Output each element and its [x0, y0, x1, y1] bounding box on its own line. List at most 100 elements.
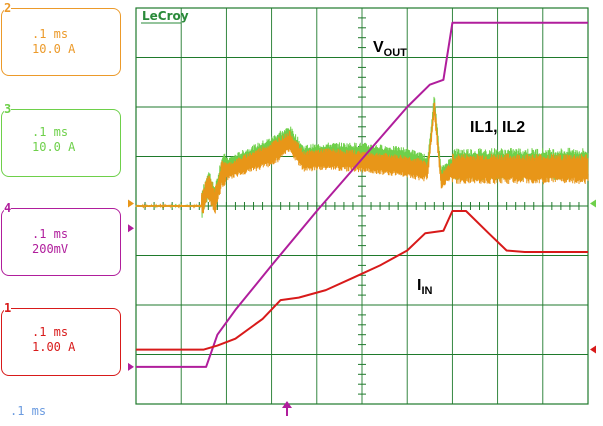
grid-dot	[253, 354, 255, 355]
channel-3-box[interactable]: 3 .1 ms 10.0 A	[1, 103, 121, 177]
grid-dot	[578, 57, 580, 58]
grid-dot	[253, 106, 255, 108]
grid-dot	[497, 106, 499, 108]
grid-dot	[352, 57, 354, 58]
grid-dot	[225, 57, 227, 58]
grid-dot	[343, 255, 345, 256]
channel-4-box[interactable]: 4 .1 ms 200mV	[1, 202, 121, 276]
grid-dot	[298, 57, 300, 58]
grid-dot	[343, 354, 345, 355]
grid-dot	[316, 57, 318, 58]
grid-dot	[370, 255, 372, 256]
grid-dot	[533, 255, 535, 256]
grid-dot	[262, 354, 264, 355]
grid-dot	[144, 156, 146, 157]
grid-dot	[497, 304, 499, 306]
grid-dot	[271, 354, 273, 355]
grid-dot	[198, 354, 200, 355]
grid-dot	[144, 106, 146, 108]
grid-dot	[171, 255, 173, 256]
grid-dot	[162, 106, 164, 108]
grid-dot	[587, 354, 589, 355]
grid-dot	[460, 106, 462, 108]
channel-1-box[interactable]: 1 .1 ms 1.00 A	[1, 302, 121, 376]
grid-dot	[189, 106, 191, 108]
grid-dot	[433, 255, 435, 256]
grid-dot	[162, 57, 164, 58]
grid-dot	[316, 255, 318, 256]
grid-dot	[180, 304, 182, 306]
grid-dot	[469, 255, 471, 256]
grid-dot	[207, 57, 209, 58]
grid-dot	[216, 156, 218, 157]
grid-dot	[189, 304, 191, 306]
grid-dot	[243, 57, 245, 58]
channel-2-ground-marker	[128, 199, 134, 208]
channel-3-scale: 10.0 A	[32, 140, 76, 154]
grid-dot	[433, 57, 435, 58]
grid-dot	[451, 57, 453, 58]
channel-4-ground-marker	[128, 362, 134, 371]
channel-2-scale: 10.0 A	[32, 42, 76, 56]
grid-dot	[497, 255, 499, 256]
il-label: IL1, IL2	[470, 119, 525, 136]
grid-dot	[289, 57, 291, 58]
waveform-traces	[135, 21, 589, 368]
grid-dot	[334, 106, 336, 108]
grid-dot	[587, 57, 589, 58]
brand-logo: LeCroy	[142, 9, 189, 23]
grid-dot	[515, 57, 517, 58]
channel-2-time: .1 ms	[32, 27, 69, 41]
grid-dot	[442, 156, 444, 157]
grid-dot	[524, 304, 526, 306]
grid-dot	[225, 156, 227, 157]
grid-dot	[433, 156, 435, 157]
grid-dot	[171, 156, 173, 157]
grid-dot	[325, 255, 327, 256]
grid-dot	[144, 304, 146, 306]
grid-dot	[262, 57, 264, 58]
grid-dot	[180, 57, 182, 58]
grid-dot	[253, 255, 255, 256]
grid-dot	[307, 354, 309, 355]
grid-dot	[334, 304, 336, 306]
grid-dot	[370, 106, 372, 108]
channel-2-box[interactable]: 2 .1 ms 10.0 A	[1, 2, 121, 76]
vout-trace	[136, 21, 588, 368]
grid-dot	[280, 304, 282, 306]
grid-dot	[225, 304, 227, 306]
grid-dot	[153, 255, 155, 256]
grid-dot	[162, 354, 164, 355]
grid-dot	[307, 304, 309, 306]
grid-dot	[207, 304, 209, 306]
channel-4-offset-marker	[128, 224, 134, 233]
grid-dot	[379, 354, 381, 355]
grid-dot	[271, 255, 273, 256]
channel-4-scale: 200mV	[32, 242, 69, 256]
grid-dot	[415, 255, 417, 256]
grid-dot	[578, 255, 580, 256]
grid-dot	[542, 354, 544, 355]
grid-dot	[569, 354, 571, 355]
grid-dot	[289, 354, 291, 355]
grid-dot	[488, 57, 490, 58]
grid-dot	[225, 354, 227, 355]
il_orange-trace	[135, 102, 589, 214]
grid-dot	[469, 304, 471, 306]
channel-2-number: 2	[4, 1, 12, 15]
grid-dot	[460, 57, 462, 58]
grid-dot	[189, 354, 191, 355]
grid-dot	[406, 304, 408, 306]
grid-dot	[189, 57, 191, 58]
grid-dot	[560, 255, 562, 256]
grid-dot	[343, 304, 345, 306]
grid-dot	[153, 304, 155, 306]
grid-dot	[488, 354, 490, 355]
grid-dot	[424, 106, 426, 108]
grid-dot	[388, 354, 390, 355]
grid-dot	[153, 354, 155, 355]
grid-dot	[515, 255, 517, 256]
grid-dot	[524, 354, 526, 355]
grid-dot	[406, 57, 408, 58]
grid-dot	[379, 57, 381, 58]
